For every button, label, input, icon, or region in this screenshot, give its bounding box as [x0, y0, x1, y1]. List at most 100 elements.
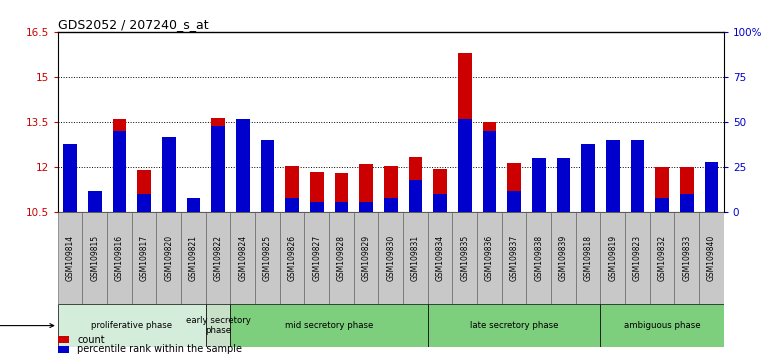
Bar — [705, 166, 718, 212]
Bar — [581, 160, 595, 212]
Text: GSM109830: GSM109830 — [387, 235, 395, 281]
Text: GSM109837: GSM109837 — [510, 235, 519, 281]
Bar — [557, 158, 571, 212]
Text: GSM109832: GSM109832 — [658, 235, 667, 281]
FancyBboxPatch shape — [378, 212, 403, 304]
FancyBboxPatch shape — [453, 212, 477, 304]
FancyBboxPatch shape — [527, 212, 551, 304]
Text: GSM109822: GSM109822 — [213, 235, 223, 281]
Text: GSM109834: GSM109834 — [436, 235, 444, 281]
Text: GSM109838: GSM109838 — [534, 235, 544, 281]
Text: count: count — [77, 335, 105, 345]
Bar — [680, 194, 694, 212]
FancyBboxPatch shape — [181, 212, 206, 304]
Bar — [483, 122, 496, 212]
Text: GSM109821: GSM109821 — [189, 235, 198, 281]
Bar — [532, 164, 546, 212]
Text: GSM109829: GSM109829 — [362, 235, 370, 281]
Bar — [261, 178, 274, 212]
FancyBboxPatch shape — [304, 212, 329, 304]
Bar — [507, 191, 521, 212]
Text: GSM109816: GSM109816 — [115, 235, 124, 281]
Bar — [335, 173, 348, 212]
FancyBboxPatch shape — [502, 212, 527, 304]
FancyBboxPatch shape — [601, 212, 625, 304]
Bar — [58, 346, 69, 353]
Bar — [680, 167, 694, 212]
Text: GSM109835: GSM109835 — [460, 235, 469, 281]
FancyBboxPatch shape — [255, 212, 280, 304]
Bar — [360, 164, 373, 212]
Bar — [310, 201, 323, 212]
FancyBboxPatch shape — [230, 304, 428, 347]
Bar — [384, 166, 397, 212]
FancyBboxPatch shape — [280, 212, 304, 304]
Bar — [58, 336, 69, 343]
FancyBboxPatch shape — [477, 212, 502, 304]
Bar — [236, 119, 249, 212]
Bar — [88, 191, 102, 212]
Text: GSM109827: GSM109827 — [313, 235, 321, 281]
Bar — [137, 194, 151, 212]
Text: GSM109839: GSM109839 — [559, 235, 568, 281]
Bar — [310, 172, 323, 212]
Text: GSM109831: GSM109831 — [411, 235, 420, 281]
Text: mid secretory phase: mid secretory phase — [285, 321, 373, 330]
Bar — [63, 144, 77, 212]
Bar — [532, 158, 546, 212]
FancyBboxPatch shape — [58, 212, 82, 304]
FancyBboxPatch shape — [230, 212, 255, 304]
Bar — [631, 140, 644, 212]
FancyBboxPatch shape — [576, 212, 601, 304]
Bar — [286, 198, 299, 212]
Bar — [557, 169, 571, 212]
Text: other: other — [0, 321, 54, 331]
Bar — [186, 210, 200, 212]
Bar — [186, 198, 200, 212]
Bar — [409, 157, 422, 212]
Text: GSM109814: GSM109814 — [65, 235, 75, 281]
Text: GSM109840: GSM109840 — [707, 235, 716, 281]
Bar — [261, 140, 274, 212]
FancyBboxPatch shape — [601, 304, 724, 347]
Text: GSM109824: GSM109824 — [238, 235, 247, 281]
Text: late secretory phase: late secretory phase — [470, 321, 558, 330]
Bar — [606, 140, 620, 212]
FancyBboxPatch shape — [206, 304, 230, 347]
FancyBboxPatch shape — [403, 212, 428, 304]
Bar — [211, 126, 225, 212]
Bar — [360, 201, 373, 212]
Text: percentile rank within the sample: percentile rank within the sample — [77, 344, 242, 354]
Text: GSM109833: GSM109833 — [682, 235, 691, 281]
Text: GSM109836: GSM109836 — [485, 235, 494, 281]
FancyBboxPatch shape — [625, 212, 650, 304]
FancyBboxPatch shape — [132, 212, 156, 304]
FancyBboxPatch shape — [675, 212, 699, 304]
Bar — [655, 198, 669, 212]
Text: GSM109825: GSM109825 — [263, 235, 272, 281]
Bar — [236, 131, 249, 212]
Text: GSM109828: GSM109828 — [337, 235, 346, 281]
Text: GSM109818: GSM109818 — [584, 235, 593, 281]
FancyBboxPatch shape — [428, 304, 601, 347]
Bar — [606, 158, 620, 212]
FancyBboxPatch shape — [107, 212, 132, 304]
Bar — [655, 167, 669, 212]
FancyBboxPatch shape — [206, 212, 230, 304]
FancyBboxPatch shape — [428, 212, 453, 304]
FancyBboxPatch shape — [58, 304, 206, 347]
Bar — [409, 180, 422, 212]
Bar — [63, 163, 77, 212]
Bar — [112, 119, 126, 212]
Bar — [581, 144, 595, 212]
Bar — [631, 158, 644, 212]
FancyBboxPatch shape — [353, 212, 378, 304]
Text: GSM109823: GSM109823 — [633, 235, 642, 281]
FancyBboxPatch shape — [82, 212, 107, 304]
Bar — [434, 169, 447, 212]
Text: GDS2052 / 207240_s_at: GDS2052 / 207240_s_at — [58, 18, 209, 31]
Bar — [137, 170, 151, 212]
Bar — [112, 131, 126, 212]
Text: GSM109817: GSM109817 — [139, 235, 149, 281]
FancyBboxPatch shape — [650, 212, 675, 304]
